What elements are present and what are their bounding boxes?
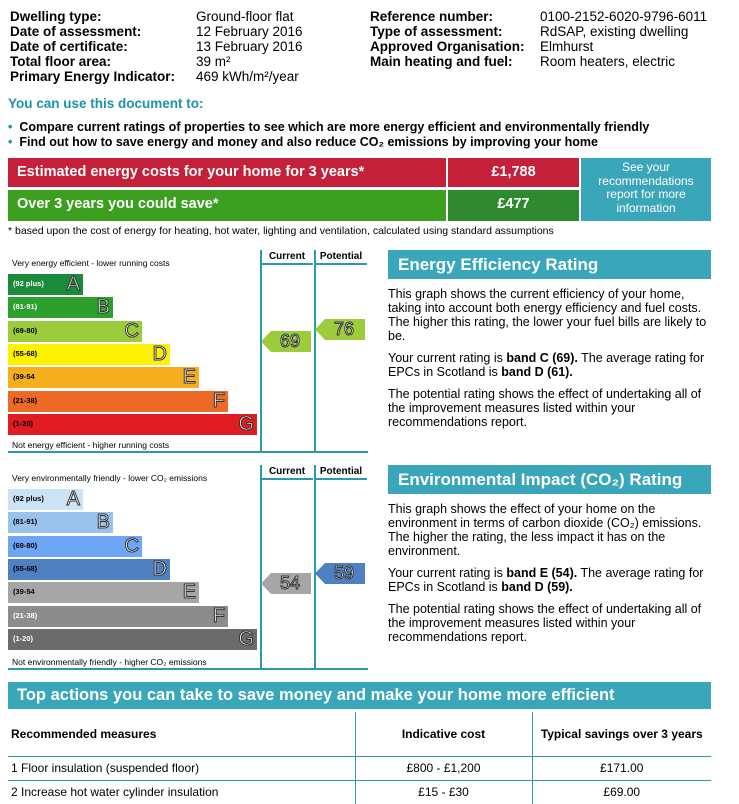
field-label: Dwelling type: [10,9,102,24]
current-rating-arrow: 54 [261,573,311,594]
band-f: (21-38) F [8,604,228,627]
header-row: Approved Organisation: Elmhurst [370,39,707,54]
bottom-caption: Not environmentally friendly - higher CO… [12,657,207,667]
top-caption: Very environmentally friendly - lower CO… [12,473,208,483]
current-rating-arrow: 69 [261,331,311,352]
field-label: Date of assessment: [10,24,142,39]
current-column [260,465,262,668]
header-row: Reference number: 0100-2152-6020-9796-601… [370,9,707,24]
band-g: (1-20) G [8,412,257,435]
potential-rating-arrow: 76 [315,319,365,340]
field-value: Elmhurst [540,39,594,54]
estimated-costs-value: £1,788 [448,158,579,187]
field-label: Main heating and fuel: [370,54,513,69]
see-report-box: See your recommendations report for more… [581,158,711,221]
bullet: • Compare current ratings of properties … [8,120,650,134]
field-label: Approved Organisation: [370,39,525,54]
band-c: (69-80) C [8,534,142,557]
top-caption: Very energy efficient - lower running co… [12,258,170,268]
band-g: (1-20) G [8,627,257,650]
field-value: Ground-floor flat [196,9,294,24]
top-actions-heading: Top actions you can take to save money a… [8,682,711,709]
header-left: Dwelling type: Ground-floor flat Date of a… [10,9,303,84]
current-header: Current [261,465,313,480]
field-value: 13 February 2016 [196,39,303,54]
band-e: (39-54 E [8,581,199,604]
use-bullets: • Compare current ratings of properties … [8,120,649,150]
header-row: Primary Energy Indicator: 469 kWh/m²/year [10,69,303,84]
potential-column [314,465,316,668]
band-a: (92 plus) A [8,488,83,511]
current-column [260,250,262,451]
col-header: Typical savings over 3 years [531,712,711,756]
savings-value: £477 [448,190,579,221]
field-value: Room heaters, electric [540,54,676,69]
potential-column [314,250,316,451]
band-d: (55-68) D [8,557,170,580]
current-header: Current [261,250,313,265]
field-label: Total floor area: [10,54,112,69]
band-c: (69-80) C [8,319,142,342]
header-row: Main heating and fuel: Room heaters, elec… [370,54,707,69]
eer-text: This graph shows the current efficiency … [388,287,707,429]
bottom-caption: Not energy efficient - higher running co… [12,440,170,450]
table-row: 1 Floor insulation (suspended floor) £800… [8,755,711,780]
recommendations-table: Recommended measures Indicative cost Typic… [8,712,711,804]
field-label: Type of assessment: [370,24,503,39]
savings-bar: Over 3 years you could save* [8,190,446,221]
table-row: 2 Increase hot water cylinder insulation… [8,779,711,804]
field-value: 469 kWh/m²/year [196,69,299,84]
estimated-costs-bar: Estimated energy costs for your home for… [8,158,446,187]
potential-rating-arrow: 59 [315,563,365,584]
bullet: • Find out how to save energy and money … [8,135,598,149]
header-row: Date of certificate: 13 February 2016 [10,39,303,54]
field-label: Date of certificate: [10,39,128,54]
eir-text: This graph shows the effect of your home… [388,502,704,644]
field-value: RdSAP, existing dwelling [540,24,689,39]
field-value: 0100-2152-6020-9796-6011 [540,9,708,24]
header-right: Reference number: 0100-2152-6020-9796-601… [370,9,707,69]
col-header: Recommended measures [11,726,157,741]
header-row: Date of assessment: 12 February 2016 [10,24,303,39]
field-value: 12 February 2016 [196,24,303,39]
band-e: (39-54 E [8,366,199,389]
field-label: Reference number: [370,9,494,24]
energy-efficiency-chart: Very energy efficient - lower running co… [8,250,368,453]
header-row: Dwelling type: Ground-floor flat [10,9,303,24]
field-value: 39 m² [196,54,231,69]
col-header: Indicative cost [354,712,532,756]
band-d: (55-68) D [8,342,170,365]
environmental-impact-chart: Very environmentally friendly - lower CO… [8,465,368,670]
band-f: (21-38) F [8,389,228,412]
header-row: Total floor area: 39 m² [10,54,303,69]
potential-header: Potential [315,250,367,265]
band-a: (92 plus) A [8,273,83,296]
footnote: * based upon the cost of energy for heat… [8,225,554,237]
field-label: Primary Energy Indicator: [10,69,176,84]
use-title: You can use this document to: [8,96,204,111]
eer-heading: Energy Efficiency Rating [388,250,711,279]
header-row: Type of assessment: RdSAP, existing dwell… [370,24,707,39]
band-b: (81-91) B [8,511,113,534]
eir-heading: Environmental Impact (CO₂) Rating [388,465,711,494]
band-b: (81-91) B [8,296,113,319]
potential-header: Potential [315,465,367,480]
